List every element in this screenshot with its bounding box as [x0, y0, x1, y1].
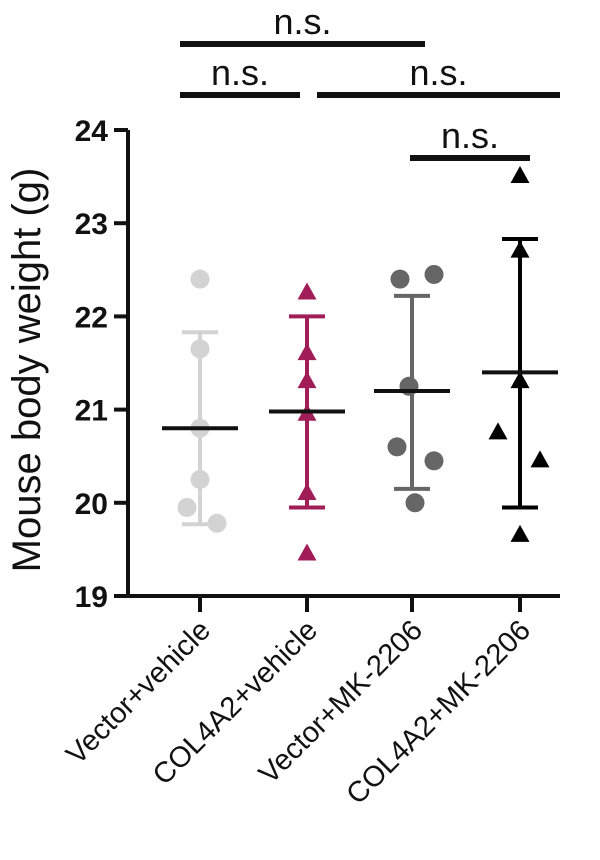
category-label-3: COL4A2+MK-2206 [340, 614, 536, 810]
point-2-0 [390, 269, 410, 289]
y-tick-label-4: 23 [75, 208, 108, 241]
point-2-5 [405, 493, 425, 513]
sig-label-0: n.s. [273, 1, 331, 42]
sig-label-1: n.s. [211, 52, 269, 93]
point-0-0 [190, 269, 210, 289]
category-labels: Vector+vehicleCOL4A2+vehicleVector+MK-22… [60, 614, 537, 810]
sig-label-2: n.s. [409, 52, 467, 93]
point-1-4 [297, 482, 317, 500]
point-3-1 [510, 240, 530, 258]
group-1 [269, 282, 345, 561]
point-0-3 [190, 470, 210, 489]
point-0-1 [190, 339, 210, 359]
y-tick-label-2: 21 [75, 395, 108, 428]
y-tick-label-5: 24 [75, 115, 109, 148]
sig-label-3: n.s. [441, 115, 499, 156]
point-0-4 [177, 497, 197, 517]
point-2-3 [387, 437, 407, 457]
point-0-5 [207, 513, 227, 533]
point-3-3 [488, 422, 508, 440]
y-tick-label-0: 19 [75, 581, 108, 614]
point-3-5 [510, 524, 530, 542]
significance-annotations: n.s.n.s. n.s.n.s. [180, 1, 560, 161]
y-tick-label-1: 20 [75, 488, 108, 521]
data-groups [162, 166, 558, 561]
group-0 [162, 269, 238, 533]
point-3-4 [530, 450, 550, 468]
group-3 [482, 166, 558, 542]
point-3-2 [510, 371, 530, 389]
point-1-1 [297, 343, 317, 361]
point-1-0 [297, 282, 317, 300]
point-3-0 [510, 166, 530, 184]
y-tick-label-3: 22 [75, 301, 108, 334]
y-axis-title: Mouse body weight (g) [5, 168, 49, 573]
axes: 19 20 21 22 23 24 [75, 115, 560, 614]
point-1-5 [297, 543, 317, 561]
point-1-2 [297, 371, 317, 389]
point-2-4 [424, 451, 444, 471]
point-2-1 [424, 264, 444, 284]
group-2 [374, 264, 450, 513]
